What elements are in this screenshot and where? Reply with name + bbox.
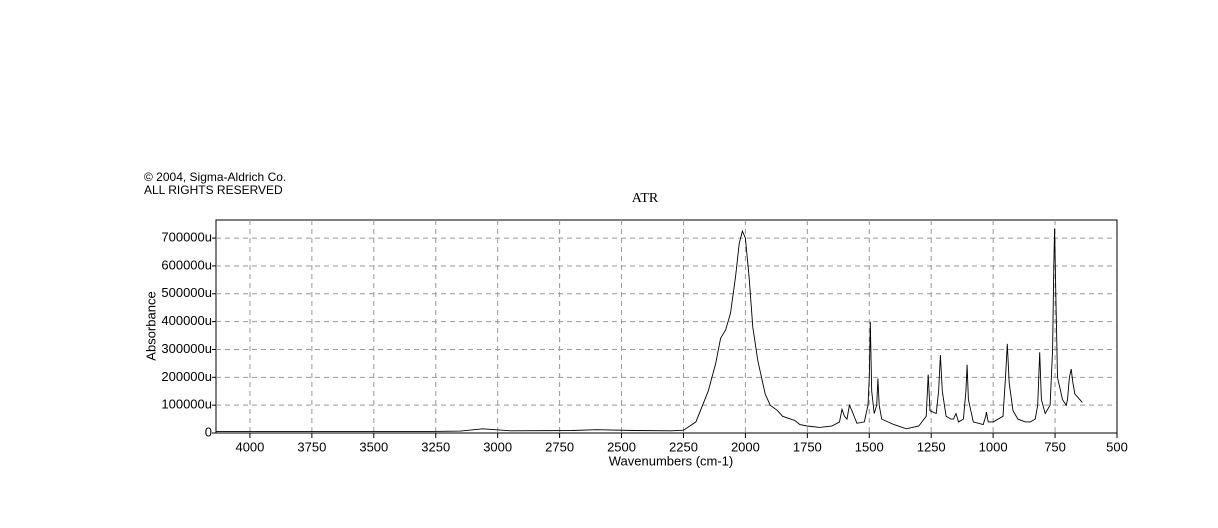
- y-tick-label: 300000u: [161, 341, 212, 356]
- y-tick-label: 400000u: [161, 313, 212, 328]
- x-tick-label: 2250: [669, 439, 698, 454]
- x-tick-label: 4000: [235, 439, 264, 454]
- x-tick-label: 1000: [979, 439, 1008, 454]
- x-tick-label: 750: [1044, 439, 1066, 454]
- x-tick-label: 1250: [917, 439, 946, 454]
- y-axis-label: Absorbance: [143, 291, 158, 360]
- y-tick-label: 200000u: [161, 369, 212, 384]
- x-tick-label: 3000: [483, 439, 512, 454]
- spectrum-line: [216, 228, 1083, 433]
- x-axis-label: Wavenumbers (cm-1): [609, 453, 733, 468]
- y-tick-label: 100000u: [161, 397, 212, 412]
- y-tick-label: 0: [205, 424, 212, 439]
- x-tick-label: 500: [1106, 439, 1128, 454]
- x-tick-label: 1750: [793, 439, 822, 454]
- y-tick-label: 600000u: [161, 257, 212, 272]
- plot-area: [215, 219, 1118, 434]
- x-tick-label: 2000: [731, 439, 760, 454]
- notice: ALL RIGHTS RESERVED: [144, 183, 283, 197]
- x-tick-label: 3750: [297, 439, 326, 454]
- y-tick-label: 700000u: [161, 230, 212, 245]
- notice: © 2004, Sigma-Aldrich Co.: [144, 170, 286, 184]
- x-tick-label: 1500: [855, 439, 884, 454]
- x-tick-label: 2500: [607, 439, 636, 454]
- chart-title: ATR: [632, 191, 659, 206]
- x-tick-label: 2750: [545, 439, 574, 454]
- y-tick-label: 500000u: [161, 285, 212, 300]
- x-tick-label: 3250: [421, 439, 450, 454]
- x-tick-label: 3500: [359, 439, 388, 454]
